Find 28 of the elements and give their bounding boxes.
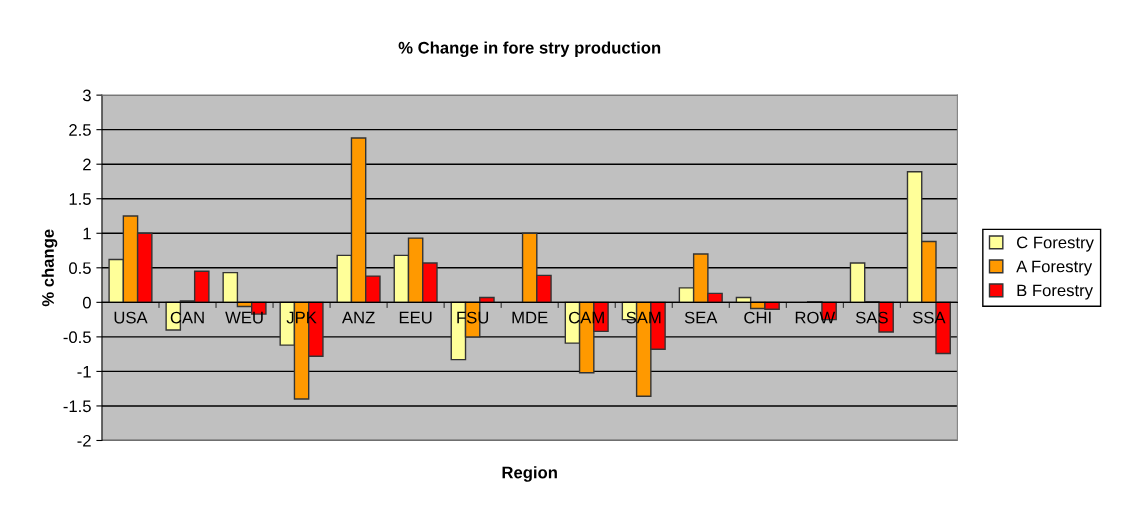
y-tick-label: -1 (77, 365, 91, 378)
y-tick-label: -2 (77, 434, 91, 447)
chart-title: % Change in fore stry production (398, 41, 661, 57)
y-tick-label: 2.5 (69, 124, 91, 136)
x-tick-label: ANZ (341, 311, 375, 324)
x-axis-title: Region (502, 466, 557, 482)
x-tick-label: EEU (399, 311, 432, 324)
x-tick-label: USA (114, 311, 148, 324)
y-tick-label: 1.5 (69, 193, 91, 205)
y-tick-label: 3 (82, 89, 91, 102)
y-tick-label: 2 (83, 158, 91, 171)
x-tick-label: JPK (286, 311, 317, 324)
y-axis-title: % change (41, 229, 58, 307)
y-tick-label: 1 (83, 227, 91, 240)
legend-label: C Forestry (1017, 236, 1094, 252)
y-tick-label: 0.5 (69, 262, 91, 275)
x-tick-label: CAM (569, 311, 604, 324)
y-tick-label: 0 (82, 296, 91, 309)
y-tick-label: -0.5 (63, 331, 91, 344)
x-tick-label: MDE (512, 311, 548, 324)
x-tick-label: SAM (626, 311, 661, 324)
x-tick-label: CHI (744, 311, 771, 324)
legend-label: B Forestry (1017, 284, 1093, 300)
y-tick-label: -1.5 (63, 400, 91, 413)
legend-label: A Forestry (1016, 260, 1093, 276)
x-tick-label: WEU (225, 311, 263, 324)
x-tick-label: ROW (795, 311, 836, 324)
x-tick-label: SEA (684, 311, 718, 324)
